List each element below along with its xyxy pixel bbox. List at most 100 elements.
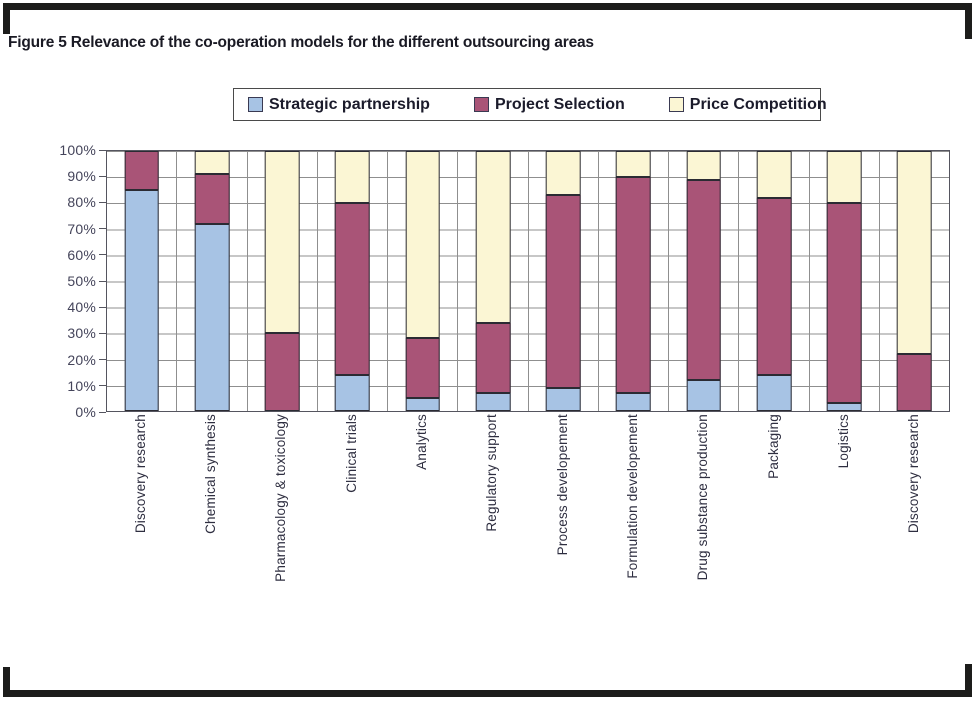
plot-area [106,150,950,412]
x-axis-label: Drug substance production [695,414,711,581]
y-tick: 20% [26,351,106,369]
y-tick-mark [99,201,106,203]
legend-swatch-icon [668,97,684,112]
legend-label: Price Competition [689,95,827,113]
stacked-bar [264,151,300,411]
bar-segment [335,203,370,375]
stacked-bar [756,151,792,411]
x-axis-label-cell: Chemical synthesis [176,414,246,654]
bottom-left-frame-corner [3,667,10,697]
y-tick-mark [99,149,106,151]
y-tick: 10% [26,377,106,395]
bar-segment [826,203,862,404]
category-cell [739,151,810,411]
x-axis-label-cell: Drug substance production [669,414,739,654]
category-cell [529,151,599,411]
bar-segment [475,151,511,323]
top-left-frame-corner [3,3,10,34]
bar-segment [826,151,862,204]
bar-segment [897,151,932,354]
bar-segment [756,197,792,375]
y-tick: 60% [26,246,106,264]
x-axis-label-cell: Discovery research [106,414,176,654]
legend-label: Strategic partnership [269,95,430,113]
y-axis: 100% 90% 80% 70% 60% 50% 40% 30% 20% 10% 0% [26,142,106,420]
category-cell [669,151,740,411]
bar-segment [405,398,440,411]
y-tick-mark [99,359,106,361]
x-axis-label: Pharmacology & toxicology [273,414,289,582]
bottom-frame-bar [3,690,972,697]
x-axis-label: Analytics [414,414,430,470]
x-axis-label: Logistics [836,414,852,469]
bar-segment [475,322,511,393]
category-cell [388,151,459,411]
x-axis-label: Discovery research [132,414,148,534]
stacked-bar [335,151,370,411]
stacked-bar [405,151,440,411]
x-axis-label-cell: Discovery research [880,414,950,654]
x-axis-label-cell: Regulatory support [458,414,528,654]
x-axis-label-cell: Process developement [528,414,598,654]
bar-segment [194,151,230,175]
y-tick-label: 0% [75,404,96,420]
y-tick-label: 70% [67,220,96,237]
bar-segment [545,387,581,411]
chart-legend: Strategic partnership Project Selection Pr… [233,88,827,121]
bar-segment [616,392,651,411]
bar-segment [616,177,651,393]
bar-segment [264,151,300,333]
y-tick-mark [99,411,106,413]
x-axis-label-cell: Pharmacology & toxicology [247,414,317,654]
y-tick-mark [99,254,106,256]
y-tick-mark [99,385,106,387]
x-axis-label: Formulation developement [625,414,641,579]
x-axis-label: Process developement [554,414,570,556]
stacked-bar [124,151,159,411]
category-cell [880,151,949,411]
x-axis-label: Clinical trials [343,414,359,493]
bar-segment [335,151,370,204]
stacked-bar [545,151,581,411]
y-tick-label: 40% [67,299,96,316]
y-tick-mark [99,175,106,177]
bar-segment [124,151,159,190]
y-tick-label: 100% [59,142,96,158]
bar-segment [335,374,370,411]
stacked-bar [897,151,932,411]
category-cell [248,151,318,411]
bar-segment [756,151,792,198]
stacked-bar [686,151,721,411]
category-cell [107,151,178,411]
category-cell [318,151,388,411]
x-axis-label: Chemical synthesis [203,414,219,534]
x-axis-labels: Discovery research Chemical synthesis Phar… [106,414,950,654]
y-tick-label: 30% [67,325,96,342]
bar-segment [475,392,511,411]
y-tick: 80% [26,193,106,211]
x-axis-label-cell: Formulation developement [598,414,668,654]
x-axis-label-cell: Logistics [809,414,879,654]
x-axis-label-cell: Packaging [739,414,809,654]
bar-segment [124,190,159,411]
x-axis-label: Packaging [765,414,781,479]
bar-segment [545,151,581,196]
bar-segment [686,379,721,411]
bar-segment [897,353,932,411]
y-tick: 0% [26,403,106,421]
category-cell [458,151,529,411]
category-cell [599,151,669,411]
bar-segment [756,374,792,411]
y-tick-mark [99,332,106,334]
top-frame-bar [3,3,972,10]
y-tick-label: 90% [67,168,96,185]
y-tick: 70% [26,220,106,238]
y-tick: 90% [26,167,106,185]
y-tick-mark [99,280,106,282]
category-cell [177,151,248,411]
y-tick: 100% [26,141,106,159]
top-right-frame-corner [965,3,972,39]
y-tick-label: 50% [67,273,96,289]
y-tick-label: 10% [67,377,96,394]
legend-swatch-icon [473,97,489,112]
